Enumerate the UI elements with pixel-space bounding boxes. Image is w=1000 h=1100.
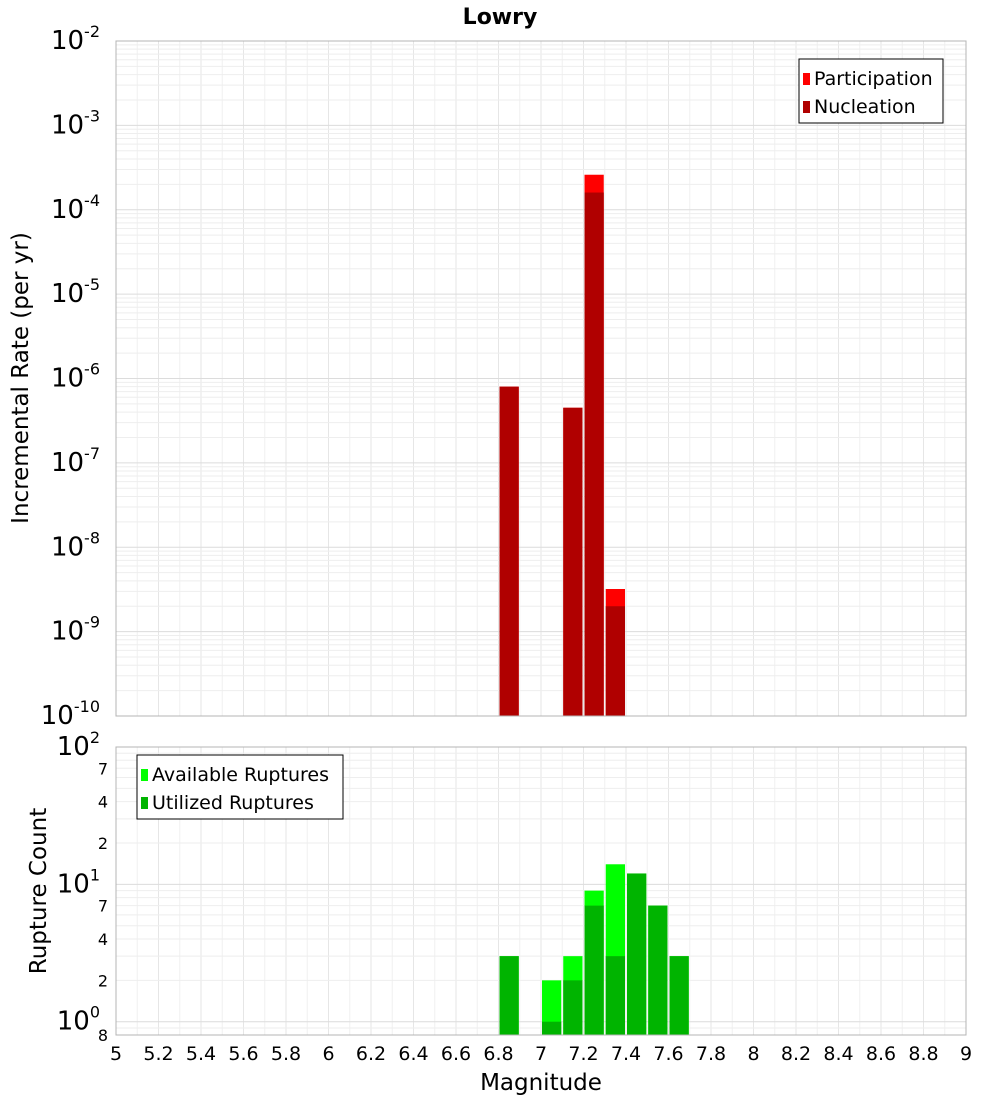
legend-swatch xyxy=(803,101,810,113)
legend-swatch xyxy=(141,769,148,781)
bar-utilized-ruptures xyxy=(605,956,625,1035)
x-tick-label: 5 xyxy=(110,1043,122,1065)
chart-title: Lowry xyxy=(463,5,538,30)
x-tick-label: 7 xyxy=(535,1043,547,1065)
count-plot-frame xyxy=(115,746,967,1036)
y-tick-label: 7 xyxy=(98,759,108,778)
rate-plot-y-axis-label: Incremental Rate (per yr) xyxy=(8,232,34,524)
bar-nucleation xyxy=(499,386,519,716)
legend-swatch xyxy=(141,797,148,809)
y-tick-label: 4 xyxy=(98,793,108,812)
x-tick-label: 6.8 xyxy=(483,1043,513,1065)
bar-nucleation xyxy=(584,192,604,717)
y-tick-label: 10-2 xyxy=(51,22,100,56)
bar-utilized-ruptures xyxy=(584,905,604,1035)
legend-label: Nucleation xyxy=(814,96,916,118)
y-tick-label: 10-6 xyxy=(51,360,100,394)
y-tick-label: 100 xyxy=(57,1003,100,1037)
count-plot-bars xyxy=(499,864,689,1035)
y-tick-label: 2 xyxy=(98,971,108,990)
bar-utilized-ruptures xyxy=(669,956,689,1035)
y-tick-label: 10-10 xyxy=(41,697,100,731)
x-tick-label: 8 xyxy=(747,1043,759,1065)
y-tick-label: 102 xyxy=(57,728,100,762)
y-tick-label: 10-9 xyxy=(51,613,100,647)
y-tick-label: 2 xyxy=(98,834,108,853)
y-tick-label: 7 xyxy=(98,897,108,916)
bar-utilized-ruptures xyxy=(563,980,583,1035)
count-plot-legend: Available Ruptures Utilized Ruptures xyxy=(136,754,344,820)
x-tick-label: 8.4 xyxy=(823,1043,853,1065)
legend-box xyxy=(798,58,944,124)
bar-utilized-ruptures xyxy=(627,873,647,1035)
x-tick-label: 7.6 xyxy=(653,1043,683,1065)
x-tick-label: 8.2 xyxy=(781,1043,811,1065)
x-tick-label: 7.8 xyxy=(696,1043,726,1065)
y-tick-label: 101 xyxy=(57,865,100,899)
rate-plot-grid xyxy=(115,41,967,717)
x-tick-label: 6.4 xyxy=(398,1043,428,1065)
y-tick-label: 10-4 xyxy=(51,191,100,225)
count-plot-x-ticks: 5 5.2 5.4 5.6 5.8 6 6.2 6.4 6.6 6.8 7 7.2 7.4 7.6 7.8 8… xyxy=(110,1043,972,1065)
legend-label: Participation xyxy=(814,68,933,90)
y-tick-label: 4 xyxy=(98,930,108,949)
x-tick-label: 5.6 xyxy=(228,1043,258,1065)
bar-utilized-ruptures xyxy=(542,1021,562,1035)
x-tick-label: 5.8 xyxy=(271,1043,301,1065)
bar-utilized-ruptures xyxy=(499,956,519,1035)
rate-plot-bars xyxy=(499,174,625,717)
x-tick-label: 7.2 xyxy=(568,1043,598,1065)
x-tick-label: 5.4 xyxy=(186,1043,216,1065)
x-tick-label: 5.2 xyxy=(143,1043,173,1065)
x-tick-label: 8.8 xyxy=(908,1043,938,1065)
y-tick-label: 10-7 xyxy=(51,444,100,478)
rate-plot-legend: Participation Nucleation xyxy=(798,58,944,124)
x-tick-label: 8.6 xyxy=(866,1043,896,1065)
bar-nucleation xyxy=(605,606,625,716)
x-tick-label: 7.4 xyxy=(611,1043,641,1065)
rate-plot-y-ticks: 10-10 10-9 10-8 10-7 10-6 10-5 10-4 10-3 10-2 xyxy=(41,22,100,731)
bar-utilized-ruptures xyxy=(648,905,668,1035)
y-tick-label: 10-8 xyxy=(51,528,100,562)
y-tick-label: 8 xyxy=(98,1026,108,1045)
x-tick-label: 6.2 xyxy=(356,1043,386,1065)
legend-label: Available Ruptures xyxy=(152,764,329,786)
x-tick-label: 9 xyxy=(960,1043,972,1065)
x-tick-label: 6 xyxy=(322,1043,334,1065)
legend-box xyxy=(136,754,344,820)
bar-available-ruptures xyxy=(542,980,562,1035)
legend-label: Utilized Ruptures xyxy=(152,792,314,814)
rate-plot-frame xyxy=(115,40,967,717)
x-axis-label: Magnitude xyxy=(480,1070,602,1096)
legend-swatch xyxy=(803,73,810,85)
y-tick-label: 10-3 xyxy=(51,106,100,140)
rate-plot: 10-10 10-9 10-8 10-7 10-6 10-5 10-4 10-3 10-2 In… xyxy=(8,22,967,731)
bar-nucleation xyxy=(563,407,583,716)
x-tick-label: 6.6 xyxy=(441,1043,471,1065)
y-tick-label: 10-5 xyxy=(51,275,100,309)
count-plot-y-axis-label: Rupture Count xyxy=(26,808,52,974)
